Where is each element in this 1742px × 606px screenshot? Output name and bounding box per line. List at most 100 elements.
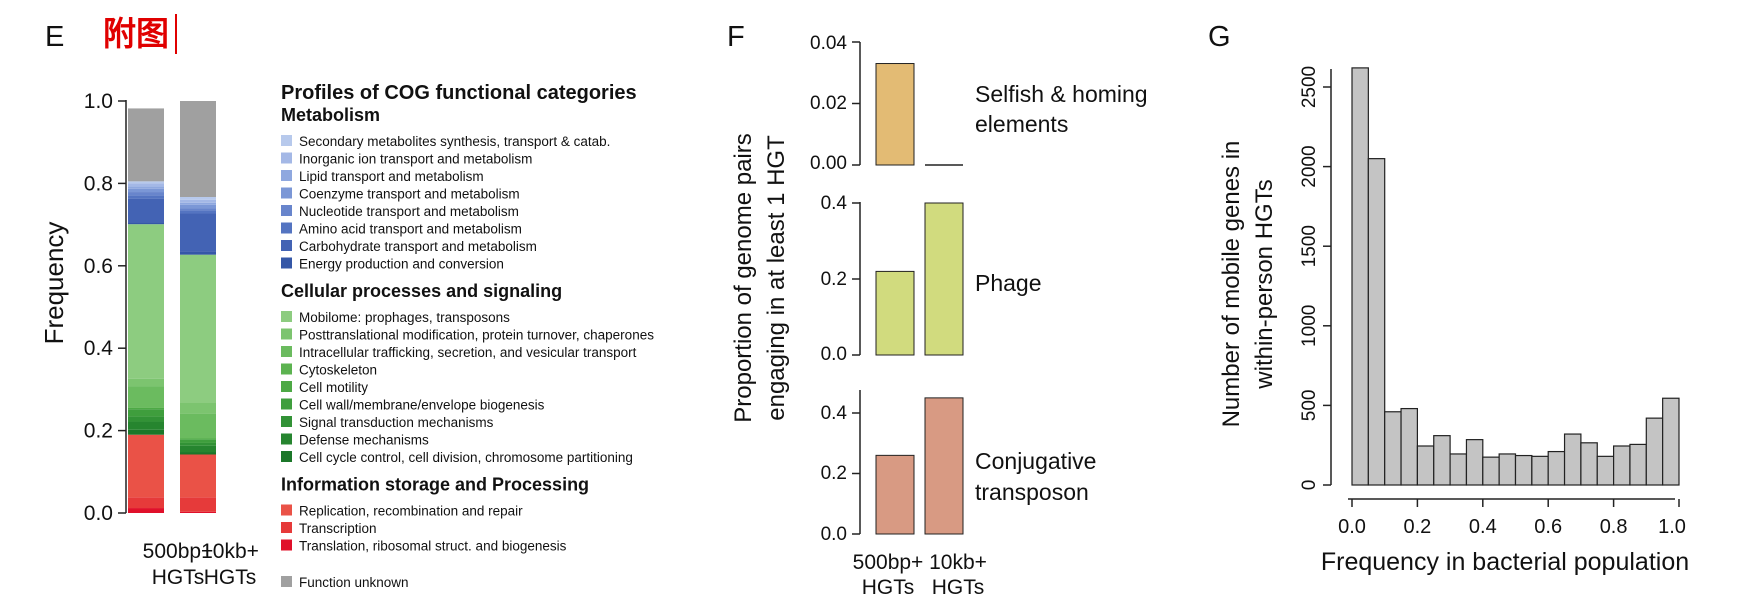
histogram-bar (1351, 67, 1369, 486)
histogram-bar (1531, 455, 1549, 486)
legend-item-label: Lipid transport and metabolism (299, 169, 484, 184)
f1-ytick: 0.00 (810, 153, 847, 174)
header-note: 附图 (103, 15, 169, 52)
panel-f: F Proportion of genome pairs engaging in… (727, 21, 1148, 599)
panel-e-xlabel-500bp: 500bp+ (143, 540, 214, 563)
legend-item-label: Translation, ribosomal struct. and bioge… (299, 539, 567, 554)
panel-f-subplots (852, 41, 964, 535)
legend-item-label: Inorganic ion transport and metabolism (299, 152, 532, 167)
stack-segment-transcription (180, 497, 216, 512)
f1-ytick: 0.02 (810, 93, 847, 114)
f3-ytick: 0.0 (821, 524, 847, 545)
stack-segment-translation-ribosomal-struct-and-biogenesis (128, 508, 164, 513)
legend-group-title: Metabolism (281, 105, 380, 125)
stack-segment-replication-recombination-and-repair (128, 434, 164, 498)
legend-item-label: Coenzyme transport and metabolism (299, 187, 520, 202)
stack-segment-signal-transduction-mechanisms (180, 442, 216, 446)
panel-e-y-ticks: 1.0 0.8 0.6 0.4 0.2 0.0 (84, 90, 126, 525)
panel-g-ylabel-line1: Number of mobile genes in (1218, 141, 1245, 428)
legend-swatch (281, 257, 292, 269)
panel-e-ytick-label: 0.2 (84, 420, 113, 443)
legend-swatch (281, 187, 292, 199)
legend-swatch (281, 240, 292, 251)
legend-item-label: Posttranslational modification, protein … (299, 328, 654, 343)
legend-swatch (281, 433, 292, 445)
f1-ytick: 0.04 (810, 33, 847, 54)
panel-f-ylabel-line2: engaging in at least 1 HGT (763, 135, 790, 421)
panel-g-xtick-label: 0.8 (1600, 516, 1628, 538)
legend-item-label: Function unknown (299, 575, 409, 590)
panel-e-xlabel-10kb: 10kb+ (201, 540, 259, 563)
f2-ytick: 0.2 (821, 269, 847, 290)
legend-swatch (281, 398, 292, 410)
panel-g-ytick-label: 500 (1299, 390, 1320, 422)
stack-segment-inorganic-ion-transport-and-metabolism (180, 199, 216, 203)
legend-item-label: Defense mechanisms (299, 433, 429, 448)
panel-e-ytick-label: 0.4 (84, 337, 114, 360)
histogram-bar (1384, 411, 1402, 486)
panel-g-xlabel: Frequency in bacterial population (1321, 548, 1689, 576)
histogram-bar (1482, 456, 1500, 486)
stack-segment-lipid-transport-and-metabolism (128, 186, 164, 189)
f2-ytick: 0.4 (821, 193, 848, 214)
panel-e-ylabel: Frequency (39, 222, 69, 345)
stack-segment-nucleotide-transport-and-metabolism (180, 208, 216, 211)
legend-swatch (281, 522, 292, 533)
panel-e-ytick-label: 0.6 (84, 255, 113, 278)
stack-segment-defense-mechanisms (180, 445, 216, 453)
legend-swatch (281, 363, 292, 375)
legend-item-label: Cell motility (299, 380, 368, 395)
panel-g-ytick-label: 1500 (1299, 225, 1320, 267)
stack-segment-energy-production-and-conversion (128, 222, 164, 225)
stack-segment-transcription (128, 497, 164, 509)
histogram-bar (1547, 450, 1566, 486)
legend-swatch (281, 576, 292, 587)
stack-segment-posttranslational-modification-protein-turnover-chaperones (128, 378, 164, 387)
legend-item-label: Cell wall/membrane/envelope biogenesis (299, 398, 545, 413)
f3-ytick: 0.4 (821, 403, 848, 424)
legend-item-label: Replication, recombination and repair (299, 504, 523, 519)
legend-swatch (281, 311, 292, 322)
stack-segment-amino-acid-transport-and-metabolism (128, 195, 164, 199)
panel-g-ytick-label: 1000 (1299, 305, 1320, 347)
histogram-bar (1367, 158, 1386, 486)
f-bar-conjugative-transposon (924, 397, 964, 535)
legend-group-title: Information storage and Processing (281, 475, 589, 495)
legend-item-label: Intracellular trafficking, secretion, an… (299, 345, 637, 360)
legend-swatch (281, 451, 292, 462)
histogram-bar (1629, 443, 1647, 486)
stack-segment-secondary-metabolites-synthesis-transport-catab (128, 181, 164, 184)
histogram-bar (1465, 439, 1484, 486)
legend-items: Metabolism Secondary metabolites synthesi… (281, 105, 654, 590)
panel-g-x-ticks: 0.0 0.2 0.4 0.6 0.8 1.0 (1338, 499, 1686, 538)
legend-item-label: Energy production and conversion (299, 257, 504, 272)
histogram-bar (1498, 453, 1517, 486)
legend-swatch (281, 135, 292, 146)
stack-segment-lipid-transport-and-metabolism (180, 202, 216, 205)
f-bar-conjugative-transposon (875, 454, 915, 535)
stack-segment-posttranslational-modification-protein-turnover-chaperones (180, 402, 216, 414)
panel-e: E Frequency 1.0 0.8 0.6 0.4 0.2 0.0 500b… (39, 21, 654, 590)
panel-f-xlabel-10kb-sub: HGTs (932, 576, 985, 599)
legend-swatch (281, 328, 292, 340)
histogram-bar (1433, 435, 1451, 486)
stack-segment-cell-cycle-control-cell-division-chromosome-partitioning (128, 429, 164, 435)
panel-g-y-ticks: 2500 2000 1500 1000 500 0 (1299, 66, 1331, 490)
stack-segment-cell-motility (128, 407, 164, 410)
legend-swatch (281, 346, 292, 357)
legend-item-label: Amino acid transport and metabolism (299, 222, 522, 237)
histogram-bar (1563, 433, 1582, 486)
histogram-bar (1400, 407, 1419, 486)
legend-swatch (281, 170, 292, 181)
histogram-bar (1645, 417, 1664, 486)
legend-item-label: Secondary metabolites synthesis, transpo… (299, 134, 610, 149)
f1-label-2: elements (975, 111, 1068, 137)
panel-f-letter: F (727, 21, 745, 53)
stack-segment-coenzyme-transport-and-metabolism (128, 188, 164, 193)
stack-segment-inorganic-ion-transport-and-metabolism (128, 183, 164, 187)
stack-segment-carbohydrate-transport-and-metabolism (128, 198, 164, 223)
panel-e-letter: E (45, 21, 64, 53)
stack-segment-cell-motility (180, 438, 216, 440)
stack-segment-intracellular-trafficking-secretion-and-vesicular-transport (180, 413, 216, 439)
